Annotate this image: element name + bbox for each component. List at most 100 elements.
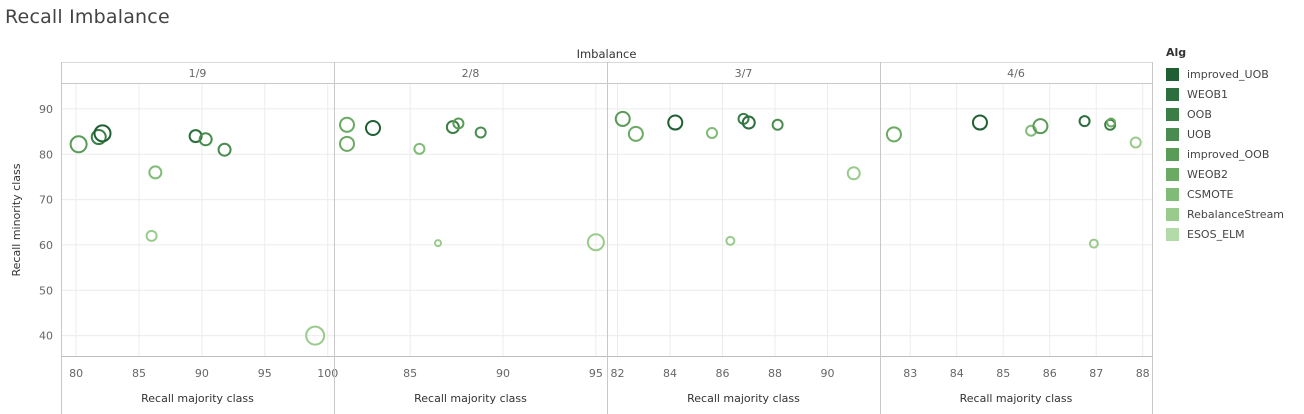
legend-label: improved_OOB [1187,147,1270,161]
legend-label: RebalanceStream [1187,207,1285,221]
legend-item[interactable]: UOB [1166,124,1302,144]
x-tick-label: 86 [1043,367,1057,380]
data-point [93,124,112,143]
x-tick-label: 84 [663,367,677,380]
y-tick-label: 50 [39,284,53,297]
data-point [90,129,107,146]
data-point [971,114,988,131]
legend-item[interactable]: ESOS_ELM [1166,224,1302,244]
data-point [1032,118,1049,135]
legend-swatch [1166,227,1179,241]
legend-swatch [1166,147,1179,161]
legend-swatch [1166,87,1179,101]
data-point [1106,117,1117,128]
data-point [1088,238,1099,249]
data-point [445,120,460,135]
data-point [339,116,355,133]
x-tick-label: 95 [589,367,603,380]
data-point [148,165,163,180]
x-axis-label: Recall majority class [960,392,1073,405]
data-point [741,115,756,130]
data-point [198,132,213,147]
x-tick-label: 87 [1089,367,1103,380]
data-point [69,135,88,154]
legend-item[interactable]: WEOB1 [1166,84,1302,104]
data-point [413,142,426,155]
data-point [1129,136,1142,149]
x-tick-label: 88 [1136,367,1150,380]
data-point [586,233,605,252]
y-tick-label: 90 [39,103,53,116]
x-tick-label: 85 [996,367,1010,380]
panel-label: 3/7 [735,67,753,80]
legend-label: CSMOTE [1187,187,1234,201]
legend-item[interactable]: improved_UOB [1166,64,1302,84]
page-title: Recall Imbalance [5,6,170,28]
data-point [627,125,644,142]
legend-item[interactable]: RebalanceStream [1166,204,1302,224]
legend: Alg improved_UOB WEOB1 OOB UOB improved_OOB W… [1166,46,1302,244]
data-point [1078,115,1091,128]
x-tick-label: 90 [821,367,835,380]
data-point [305,325,326,346]
x-tick-label: 84 [950,367,964,380]
y-axis-label: Recall minority class [10,163,23,276]
legend-swatch [1166,207,1179,221]
legend-label: UOB [1187,127,1212,141]
x-tick-label: 82 [611,367,625,380]
panel-label: 1/9 [189,67,207,80]
panel-label: 4/6 [1007,67,1025,80]
data-point [706,126,718,139]
x-tick-label: 95 [258,367,272,380]
legend-label: ESOS_ELM [1187,227,1245,241]
data-point [365,119,381,136]
y-tick-label: 60 [39,239,53,252]
legend-label: OOB [1187,107,1212,121]
data-point [434,239,442,248]
chart-title: Imbalance [577,47,637,61]
data-point [339,135,355,152]
panel-3-7: 3/7 82 84 86 88 90 Recall majority class [607,67,880,405]
data-point [667,114,684,131]
legend-item[interactable]: CSMOTE [1166,184,1302,204]
x-axis-label: Recall majority class [141,392,254,405]
data-point [217,142,232,157]
data-point [846,166,861,181]
panel-4-6: 4/6 83 84 85 86 87 88 Recall majority class [880,67,1152,405]
y-tick-label: 80 [39,148,53,161]
legend-label: improved_UOB [1187,67,1269,81]
legend-label: WEOB1 [1187,87,1229,101]
x-tick-label: 80 [69,367,83,380]
x-tick-label: 85 [132,367,146,380]
legend-swatch [1166,167,1179,181]
legend-item[interactable]: improved_OOB [1166,144,1302,164]
y-tick-label: 40 [39,330,53,343]
legend-swatch [1166,107,1179,121]
x-tick-label: 85 [403,367,417,380]
legend-swatch [1166,67,1179,81]
x-tick-label: 83 [903,367,917,380]
data-point [725,235,736,246]
legend-item[interactable]: WEOB2 [1166,164,1302,184]
data-point [614,110,631,127]
x-tick-label: 88 [768,367,782,380]
panel-1-9: 1/9 80 85 90 95 100 Recall majority class [61,67,338,405]
x-axis-label: Recall majority class [414,392,527,405]
data-point [771,118,784,131]
data-point [885,126,902,143]
panel-2-8: 2/8 85 90 95 Recall majority class [334,67,607,405]
x-axis-label: Recall majority class [687,392,800,405]
y-tick-label: 70 [39,194,53,207]
legend-label: WEOB2 [1187,167,1229,181]
data-point [474,126,487,139]
x-tick-label: 90 [195,367,209,380]
legend-swatch [1166,187,1179,201]
x-tick-label: 86 [716,367,730,380]
data-point [452,117,465,130]
panel-label: 2/8 [462,67,480,80]
data-point [145,229,158,242]
x-tick-label: 90 [496,367,510,380]
legend-swatch [1166,127,1179,141]
legend-item[interactable]: OOB [1166,104,1302,124]
